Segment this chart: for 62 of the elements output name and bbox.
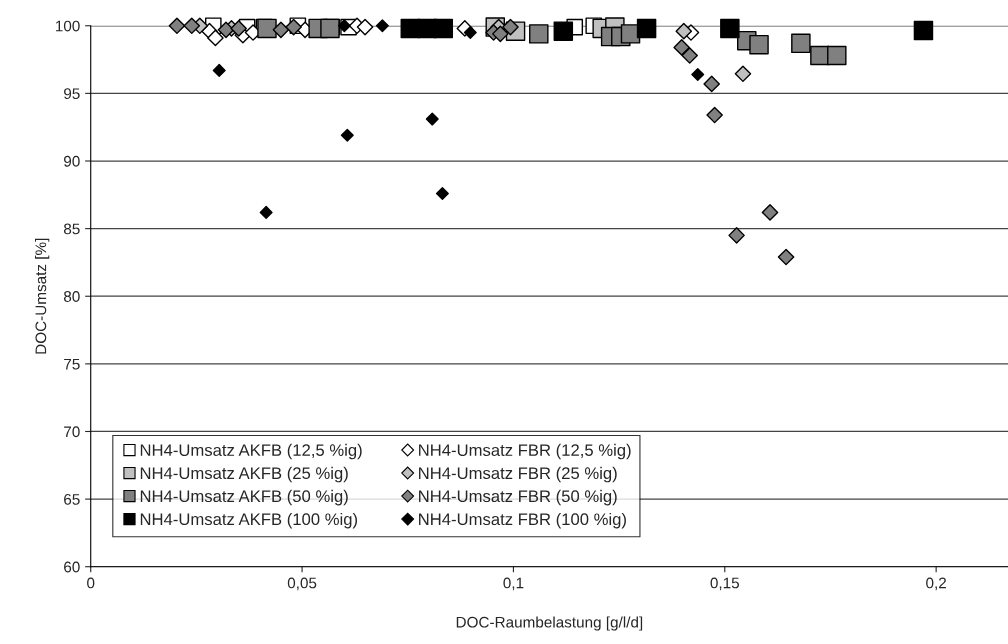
point	[681, 47, 699, 64]
point	[259, 205, 273, 219]
point	[257, 18, 277, 39]
y-tick-label: 95	[64, 88, 80, 100]
point	[553, 21, 574, 41]
point	[435, 186, 449, 200]
legend-label: NH4-Umsatz FBR (100 %ig)	[419, 512, 626, 529]
point	[706, 106, 723, 124]
y-tick-label: 60	[64, 561, 80, 573]
point	[183, 17, 201, 35]
point	[791, 33, 811, 54]
y-tick-label: 90	[64, 155, 80, 167]
point	[827, 45, 847, 66]
x-axis-title: DOC-Raumbelastung [g/l/d]	[456, 616, 643, 631]
point	[425, 112, 439, 126]
legend-label: NH4-Umsatz FBR (50 %ig)	[419, 489, 617, 506]
point	[168, 17, 186, 35]
x-tick-label: 0,05	[287, 577, 317, 591]
y-tick-label: 100	[55, 20, 80, 32]
point	[212, 63, 226, 77]
legend-label: NH4-Umsatz AKFB (12,5 %ig)	[140, 443, 362, 460]
y-tick-label: 70	[64, 426, 80, 438]
y-tick-label: 85	[63, 223, 80, 235]
legend-label: NH4-Umsatz AKFB (50 %ig)	[140, 489, 348, 506]
legend-label: NH4-Umsatz FBR (25 %ig)	[419, 466, 617, 483]
legend-label: NH4-Umsatz FBR (12,5 %ig)	[419, 443, 631, 460]
point	[272, 21, 290, 39]
y-axis-title: DOC-Umsatz [%]	[35, 238, 50, 354]
point	[728, 227, 745, 244]
x-tick-label: 0,15	[710, 577, 740, 591]
point	[691, 67, 705, 81]
point	[675, 22, 693, 40]
legend-label: NH4-Umsatz AKFB (25 %ig)	[140, 466, 348, 483]
point	[913, 20, 934, 41]
point	[217, 21, 235, 39]
point	[502, 18, 519, 36]
point	[207, 29, 224, 47]
point	[285, 18, 302, 36]
point	[761, 204, 779, 221]
legend-label: NH4-Umsatz AKFB (100 %ig)	[140, 512, 358, 529]
point	[703, 75, 720, 93]
point	[529, 24, 549, 44]
x-tick-label: 0,1	[503, 577, 524, 591]
point	[340, 128, 354, 142]
point	[433, 18, 454, 39]
point	[636, 18, 657, 39]
point	[749, 34, 769, 55]
point	[230, 20, 247, 37]
point	[375, 19, 389, 33]
point	[777, 248, 795, 266]
x-tick-label: 0,2	[926, 577, 946, 591]
point	[734, 65, 752, 83]
y-tick-label: 80	[63, 291, 80, 302]
point	[463, 26, 477, 40]
point	[720, 18, 740, 39]
point	[673, 39, 690, 56]
point	[337, 19, 351, 33]
y-tick-label: 75	[64, 358, 80, 370]
point	[356, 18, 374, 36]
point	[492, 25, 509, 43]
x-tick-label: 0	[87, 577, 95, 589]
y-tick-label: 65	[64, 493, 80, 505]
